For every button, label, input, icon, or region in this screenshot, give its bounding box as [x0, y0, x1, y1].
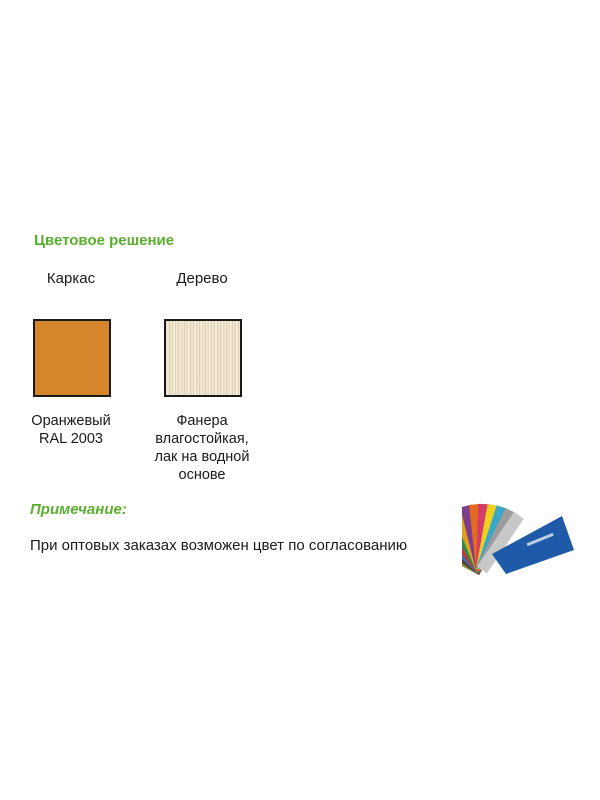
- wood-color-caption: Фанера влагостойкая, лак на водной основ…: [132, 412, 272, 484]
- wood-caption-line: влагостойкая,: [155, 431, 249, 447]
- wood-column-label: Дерево: [176, 270, 228, 287]
- section-title: Цветовое решение: [34, 232, 175, 249]
- fan-strips: [462, 503, 574, 576]
- frame-color-caption: Оранжевый RAL 2003: [1, 412, 141, 448]
- frame-caption-line: Оранжевый: [31, 413, 111, 429]
- note-title: Примечание:: [30, 501, 127, 518]
- wood-caption-line: лак на водной: [154, 449, 250, 465]
- frame-caption-line: RAL 2003: [39, 431, 103, 447]
- wood-caption-line: основе: [178, 467, 226, 483]
- wood-caption-line: Фанера: [176, 413, 228, 429]
- note-text: При оптовых заказах возможен цвет по сог…: [30, 537, 408, 554]
- ral-color-fan-icon: [462, 503, 574, 576]
- wood-color-swatch: [164, 319, 242, 397]
- frame-column-label: Каркас: [46, 270, 96, 287]
- frame-color-swatch: [33, 319, 111, 397]
